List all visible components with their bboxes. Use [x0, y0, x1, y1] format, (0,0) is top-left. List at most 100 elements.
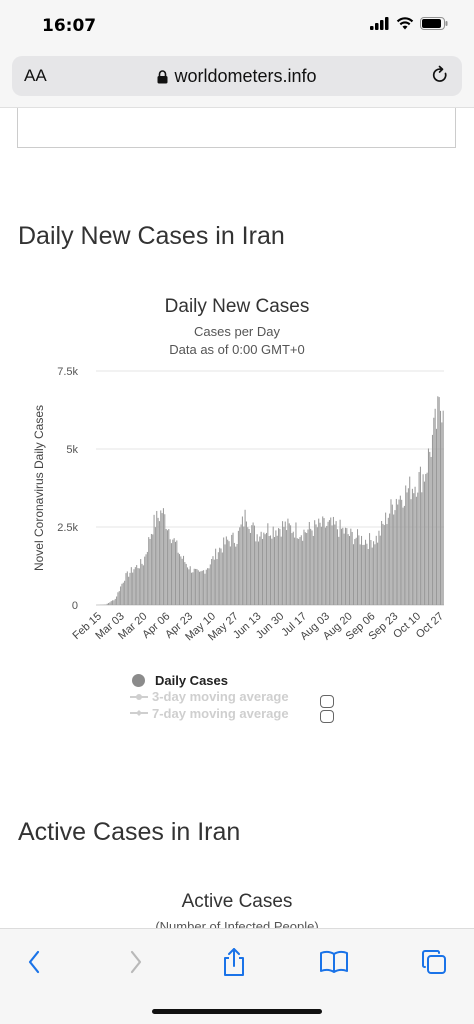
reload-icon[interactable]	[430, 65, 450, 85]
daily-cases-bar	[382, 523, 384, 605]
daily-cases-bar	[168, 529, 170, 605]
daily-cases-bar	[268, 536, 270, 605]
daily-cases-bar	[128, 576, 130, 605]
daily-cases-bar	[393, 514, 395, 605]
legend-7day-average[interactable]: 7-day moving average	[130, 705, 350, 722]
daily-cases-bar	[195, 568, 197, 605]
daily-cases-bar	[379, 535, 381, 605]
toggle-7day-checkbox[interactable]	[320, 710, 334, 723]
daily-cases-bar	[118, 591, 120, 605]
daily-cases-bar	[183, 555, 185, 605]
daily-cases-bar	[357, 529, 359, 605]
daily-cases-bar	[256, 534, 258, 605]
daily-cases-bar	[330, 517, 332, 605]
daily-cases-bar	[402, 507, 404, 605]
daily-cases-bar	[132, 572, 134, 605]
daily-cases-bar	[425, 473, 427, 605]
legend-3day-average[interactable]: 3-day moving average	[130, 689, 350, 706]
daily-cases-bar	[166, 530, 168, 605]
daily-cases-bar	[350, 528, 352, 605]
daily-cases-bar	[231, 534, 233, 605]
forward-button[interactable]	[116, 945, 156, 979]
daily-cases-bar	[229, 546, 231, 605]
daily-cases-bar	[421, 492, 423, 605]
daily-cases-bar	[112, 600, 114, 605]
bookmarks-button[interactable]	[314, 945, 354, 979]
legend-dot-icon	[132, 673, 145, 687]
daily-cases-bar	[296, 538, 298, 605]
daily-cases-bar	[264, 534, 266, 605]
daily-cases-bar	[257, 541, 259, 605]
daily-cases-bar	[252, 522, 254, 605]
status-time: 16:07	[42, 16, 97, 36]
y-tick-label: 0	[72, 600, 78, 612]
daily-cases-bar	[184, 562, 186, 605]
chart-subtitle-2: Data as of 0:00 GMT+0	[169, 342, 305, 357]
daily-cases-bar	[236, 544, 238, 605]
legend-daily-label: Daily Cases	[155, 672, 228, 688]
daily-cases-chart: 0 2.5k 5k 7.5k Novel Coronavirus Daily Cases…	[32, 366, 446, 643]
daily-cases-bar	[352, 544, 355, 605]
daily-cases-bar	[188, 569, 190, 605]
daily-cases-bar	[129, 572, 131, 605]
daily-cases-bar	[327, 521, 329, 605]
daily-cases-bar	[270, 535, 272, 605]
daily-cases-bar	[403, 505, 405, 605]
daily-cases-bar	[189, 566, 191, 605]
daily-cases-bar	[261, 538, 264, 605]
daily-cases-bar	[298, 538, 300, 605]
y-axis-label: Novel Coronavirus Daily Cases	[32, 405, 46, 571]
legend-daily-cases[interactable]: Daily Cases	[130, 672, 350, 689]
daily-cases-bar	[383, 525, 385, 605]
address-bar[interactable]: AA worldometers.info	[12, 56, 462, 96]
daily-cases-bar	[295, 522, 297, 605]
book-icon	[320, 950, 348, 973]
share-button[interactable]	[214, 945, 254, 979]
daily-cases-bar	[109, 602, 111, 605]
daily-cases-heading: Daily New Cases in Iran	[18, 222, 285, 250]
daily-cases-bar	[145, 554, 147, 605]
home-indicator	[152, 1009, 322, 1014]
daily-cases-bar	[212, 556, 214, 605]
daily-cases-bar	[369, 533, 371, 605]
legend-7day-label: 7-day moving average	[152, 705, 289, 721]
daily-cases-bar	[187, 567, 189, 605]
share-icon	[224, 948, 244, 976]
battery-icon	[420, 17, 448, 30]
daily-cases-bar	[292, 531, 294, 605]
daily-cases-bar	[435, 428, 438, 605]
daily-cases-bar	[390, 499, 392, 605]
daily-cases-bar	[367, 548, 369, 605]
daily-cases-bar	[251, 525, 253, 605]
daily-cases-bar	[235, 546, 237, 605]
daily-cases-bar	[328, 520, 330, 605]
chart-legend: Daily Cases 3-day moving average 7-day m…	[130, 672, 350, 722]
daily-cases-bar	[303, 529, 305, 605]
daily-cases-bar	[363, 544, 365, 605]
daily-cases-bar	[419, 466, 421, 605]
daily-cases-bar	[199, 571, 201, 605]
daily-cases-bar	[437, 396, 439, 605]
daily-cases-bar	[340, 528, 342, 605]
lock-icon	[157, 70, 168, 84]
daily-cases-bar	[316, 527, 318, 605]
daily-cases-bar	[263, 532, 265, 605]
browser-bottom-toolbar	[0, 928, 474, 1024]
daily-cases-bar	[204, 573, 206, 605]
daily-cases-bar	[319, 522, 321, 605]
address-display[interactable]: worldometers.info	[12, 66, 462, 87]
daily-cases-bar	[336, 529, 338, 605]
daily-cases-bar	[355, 537, 357, 605]
daily-cases-bar	[177, 552, 179, 605]
daily-cases-bar	[138, 568, 140, 605]
y-tick-label: 5k	[66, 444, 78, 456]
text-size-button[interactable]: AA	[24, 66, 47, 85]
legend-line-icon	[130, 693, 148, 700]
daily-cases-bar	[162, 508, 164, 605]
tabs-button[interactable]	[414, 945, 454, 979]
toggle-3day-checkbox[interactable]	[320, 695, 334, 708]
daily-cases-bar	[237, 530, 239, 605]
back-button[interactable]	[14, 945, 54, 979]
signal-icon	[370, 17, 389, 30]
daily-cases-bar	[153, 514, 155, 605]
